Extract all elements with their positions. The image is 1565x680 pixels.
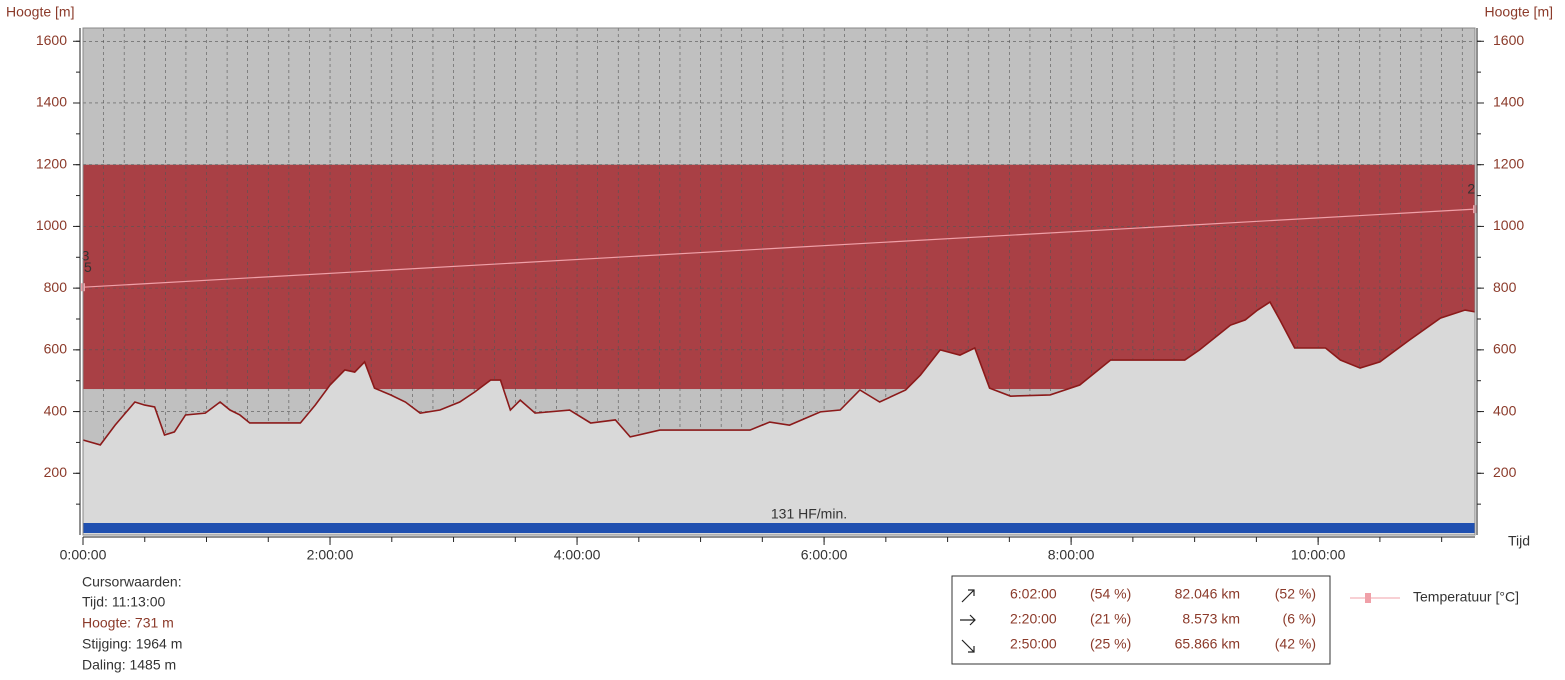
- stats-cell: 2:50:00: [1010, 636, 1057, 652]
- y-tick-label: 1400: [36, 94, 67, 110]
- y-axis-label: Hoogte [m]: [6, 4, 74, 20]
- y-tick-label: 1600: [36, 32, 67, 48]
- x-tick-label: 4:00:00: [554, 547, 601, 563]
- annotation: 2: [1467, 181, 1475, 197]
- stats-cell: (6 %): [1283, 611, 1316, 627]
- y-tick-label: 1000: [36, 217, 67, 233]
- x-tick-label: 0:00:00: [60, 547, 107, 563]
- stats-box: [951, 575, 1331, 665]
- stats-cell: 2:20:00: [1010, 611, 1057, 627]
- y2-tick-label: 1200: [1493, 155, 1524, 171]
- y-tick-label: 600: [44, 341, 68, 357]
- y2-tick-label: 600: [1493, 341, 1517, 357]
- legend-marker: [1365, 593, 1371, 603]
- hr-bar: [83, 523, 1475, 533]
- stats-cell: 65.866 km: [1175, 636, 1240, 652]
- hr-label: 131 HF/min.: [771, 506, 847, 522]
- cursor-line: Stijging: 1964 m: [82, 636, 182, 652]
- elevation-line: [82, 300, 1476, 446]
- stats-cell: 6:02:00: [1010, 586, 1057, 602]
- x-tick-label: 6:00:00: [801, 547, 848, 563]
- cursor-line: Daling: 1485 m: [82, 657, 176, 673]
- stats-cell: 82.046 km: [1175, 586, 1240, 602]
- stats-cell: (25 %): [1090, 636, 1131, 652]
- y2-tick-label: 800: [1493, 279, 1517, 295]
- y2-tick-label: 400: [1493, 402, 1517, 418]
- y-tick-label: 400: [44, 402, 68, 418]
- y2-axis-label: Hoogte [m]: [1485, 4, 1553, 20]
- annotation: 5: [84, 259, 92, 275]
- annotation: 3: [82, 248, 90, 264]
- temperature-line: [82, 208, 1476, 288]
- y-tick-label: 200: [44, 464, 68, 480]
- x-tick-label: 8:00:00: [1048, 547, 1095, 563]
- plot: 35 2 131 HF/min.: [81, 27, 1477, 536]
- stats-cell: 8.573 km: [1182, 611, 1240, 627]
- stats-cell: (52 %): [1275, 586, 1316, 602]
- y2-tick-label: 1400: [1493, 94, 1524, 110]
- legend-label: Temperatuur [°C]: [1413, 589, 1519, 605]
- stats-cell: (21 %): [1090, 611, 1131, 627]
- y-tick-label: 1200: [36, 155, 67, 171]
- y2-tick-label: 1600: [1493, 32, 1524, 48]
- cursor-title: Cursorwaarden:: [82, 574, 182, 590]
- x-tick-label: 2:00:00: [307, 547, 354, 563]
- cursor-line: Tijd: 11:13:00: [82, 594, 165, 610]
- y2-tick-label: 1000: [1493, 217, 1524, 233]
- plot-frame: [82, 27, 1476, 536]
- cursor-line: Hoogte: 731 m: [82, 615, 174, 631]
- x-tick-label: 10:00:00: [1291, 547, 1346, 563]
- arrow-icons: [960, 589, 976, 653]
- x-axis-label: Tijd: [1508, 533, 1530, 549]
- y2-tick-label: 200: [1493, 464, 1517, 480]
- stats-cell: (54 %): [1090, 586, 1131, 602]
- y-tick-label: 800: [44, 279, 68, 295]
- stats-cell: (42 %): [1275, 636, 1316, 652]
